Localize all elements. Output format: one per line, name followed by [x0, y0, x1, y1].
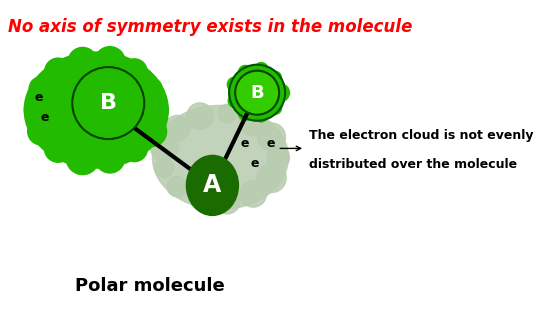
Circle shape [235, 71, 279, 115]
Text: B: B [250, 84, 264, 102]
Circle shape [269, 102, 282, 114]
Circle shape [239, 66, 252, 79]
Circle shape [187, 103, 213, 129]
Ellipse shape [24, 52, 168, 168]
Circle shape [141, 78, 162, 99]
Circle shape [155, 159, 174, 177]
Circle shape [164, 116, 190, 141]
Circle shape [72, 67, 144, 139]
Circle shape [218, 104, 236, 123]
Circle shape [45, 58, 72, 85]
Circle shape [121, 136, 148, 162]
FancyArrowPatch shape [280, 146, 301, 150]
Text: Polar molecule: Polar molecule [75, 277, 225, 295]
Circle shape [147, 99, 168, 121]
Circle shape [238, 106, 252, 120]
Text: e: e [250, 157, 259, 170]
Circle shape [29, 77, 53, 101]
Ellipse shape [229, 65, 285, 121]
Circle shape [190, 189, 210, 209]
Text: The electron cloud is not evenly: The electron cloud is not evenly [309, 129, 533, 142]
Text: A: A [203, 173, 221, 197]
Circle shape [66, 142, 99, 175]
Text: distributed over the molecule: distributed over the molecule [309, 159, 517, 171]
Circle shape [255, 110, 267, 122]
Text: e: e [40, 111, 49, 124]
Text: No axis of symmetry exists in the molecule: No axis of symmetry exists in the molecu… [8, 18, 413, 36]
Circle shape [94, 47, 125, 77]
Circle shape [269, 71, 281, 83]
Circle shape [45, 135, 72, 162]
Ellipse shape [153, 105, 288, 210]
Circle shape [215, 189, 240, 214]
Circle shape [254, 63, 268, 76]
Text: e: e [240, 137, 249, 150]
Circle shape [228, 77, 242, 92]
Circle shape [136, 116, 167, 147]
Circle shape [122, 59, 147, 84]
Text: e: e [266, 137, 274, 150]
Circle shape [228, 94, 241, 108]
Text: e: e [34, 91, 42, 104]
Circle shape [272, 84, 290, 101]
Circle shape [167, 177, 187, 197]
Circle shape [239, 106, 268, 136]
Circle shape [28, 118, 55, 145]
Circle shape [95, 143, 125, 173]
Circle shape [240, 180, 267, 207]
Circle shape [267, 146, 290, 169]
Circle shape [25, 99, 46, 121]
Circle shape [150, 133, 178, 161]
Circle shape [257, 163, 286, 193]
Text: B: B [100, 93, 117, 113]
Circle shape [68, 48, 97, 77]
Circle shape [258, 123, 286, 151]
Ellipse shape [186, 155, 239, 215]
